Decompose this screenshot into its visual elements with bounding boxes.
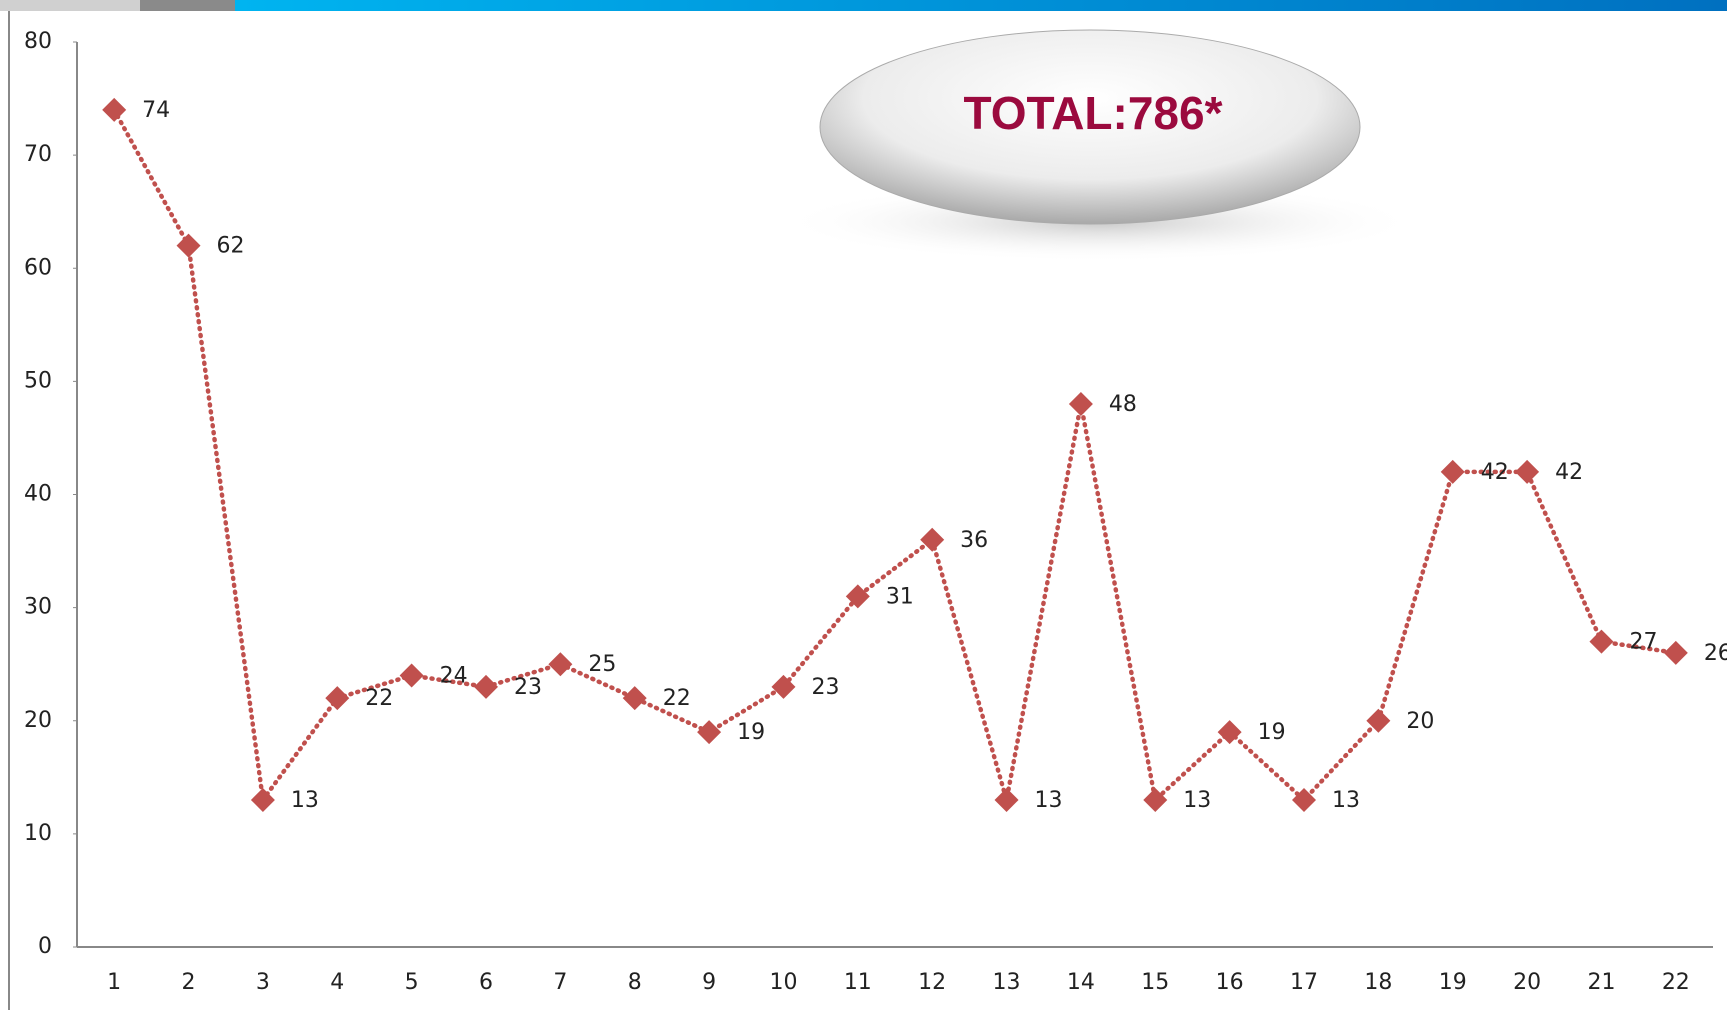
y-tick-label: 30 bbox=[24, 595, 52, 620]
point-marker bbox=[325, 686, 349, 710]
y-tick-label: 60 bbox=[24, 255, 52, 280]
x-tick-label: 20 bbox=[1513, 970, 1541, 995]
chart: TOTAL:786* 01020304050607080123456789101… bbox=[0, 0, 1727, 1010]
data-label: 19 bbox=[737, 720, 765, 745]
data-label: 27 bbox=[1629, 630, 1657, 655]
page: TOTAL:786* 01020304050607080123456789101… bbox=[0, 0, 1727, 1010]
x-tick-label: 4 bbox=[330, 970, 344, 995]
data-label: 13 bbox=[1035, 788, 1063, 813]
x-tick-label: 14 bbox=[1067, 970, 1095, 995]
x-tick-label: 19 bbox=[1439, 970, 1467, 995]
x-tick-label: 13 bbox=[993, 970, 1021, 995]
x-tick-label: 22 bbox=[1662, 970, 1690, 995]
point-marker bbox=[1515, 460, 1539, 484]
y-tick-label: 10 bbox=[24, 821, 52, 846]
point-marker bbox=[623, 686, 647, 710]
point-marker bbox=[1441, 460, 1465, 484]
data-label: 13 bbox=[291, 788, 319, 813]
tab-bar bbox=[140, 0, 235, 11]
point-marker bbox=[251, 788, 275, 812]
x-tick-label: 1 bbox=[107, 970, 121, 995]
x-tick-label: 16 bbox=[1216, 970, 1244, 995]
point-marker bbox=[177, 234, 201, 258]
total-label: TOTAL:786* bbox=[963, 87, 1222, 139]
point-marker bbox=[548, 652, 572, 676]
data-label: 20 bbox=[1406, 709, 1434, 734]
data-label: 13 bbox=[1183, 788, 1211, 813]
x-tick-label: 15 bbox=[1141, 970, 1169, 995]
data-label: 19 bbox=[1258, 720, 1286, 745]
point-marker bbox=[697, 720, 721, 744]
point-marker bbox=[474, 675, 498, 699]
data-label: 22 bbox=[663, 686, 691, 711]
data-label: 62 bbox=[217, 234, 245, 259]
tab-bar bbox=[0, 0, 140, 11]
x-tick-label: 2 bbox=[182, 970, 196, 995]
data-label: 24 bbox=[440, 664, 468, 689]
x-tick-label: 6 bbox=[479, 970, 493, 995]
data-label: 42 bbox=[1555, 460, 1583, 485]
point-marker bbox=[771, 675, 795, 699]
y-tick-label: 20 bbox=[24, 708, 52, 733]
y-tick-label: 40 bbox=[24, 482, 52, 507]
x-tick-label: 18 bbox=[1364, 970, 1392, 995]
x-tick-label: 3 bbox=[256, 970, 270, 995]
y-tick-label: 0 bbox=[38, 934, 52, 959]
x-tick-label: 8 bbox=[628, 970, 642, 995]
data-label: 74 bbox=[142, 98, 170, 123]
point-marker bbox=[1589, 630, 1613, 654]
data-label: 31 bbox=[886, 584, 914, 609]
data-label: 42 bbox=[1481, 460, 1509, 485]
data-label: 13 bbox=[1332, 788, 1360, 813]
point-marker bbox=[102, 98, 126, 122]
point-marker bbox=[1069, 392, 1093, 416]
x-tick-label: 7 bbox=[553, 970, 567, 995]
data-label: 26 bbox=[1704, 641, 1727, 666]
data-label: 36 bbox=[960, 528, 988, 553]
y-tick-label: 80 bbox=[24, 29, 52, 54]
data-label: 23 bbox=[514, 675, 542, 700]
point-marker bbox=[400, 664, 424, 688]
data-label: 25 bbox=[588, 652, 616, 677]
x-tick-label: 9 bbox=[702, 970, 716, 995]
x-tick-label: 21 bbox=[1587, 970, 1615, 995]
x-tick-label: 11 bbox=[844, 970, 872, 995]
data-label: 23 bbox=[811, 675, 839, 700]
x-tick-label: 12 bbox=[918, 970, 946, 995]
x-tick-label: 17 bbox=[1290, 970, 1318, 995]
data-label: 22 bbox=[365, 686, 393, 711]
header-strip bbox=[235, 0, 1727, 11]
y-tick-label: 70 bbox=[24, 142, 52, 167]
x-tick-label: 10 bbox=[769, 970, 797, 995]
data-label: 48 bbox=[1109, 392, 1137, 417]
point-marker bbox=[995, 788, 1019, 812]
point-marker bbox=[1664, 641, 1688, 665]
y-tick-label: 50 bbox=[24, 368, 52, 393]
x-tick-label: 5 bbox=[405, 970, 419, 995]
